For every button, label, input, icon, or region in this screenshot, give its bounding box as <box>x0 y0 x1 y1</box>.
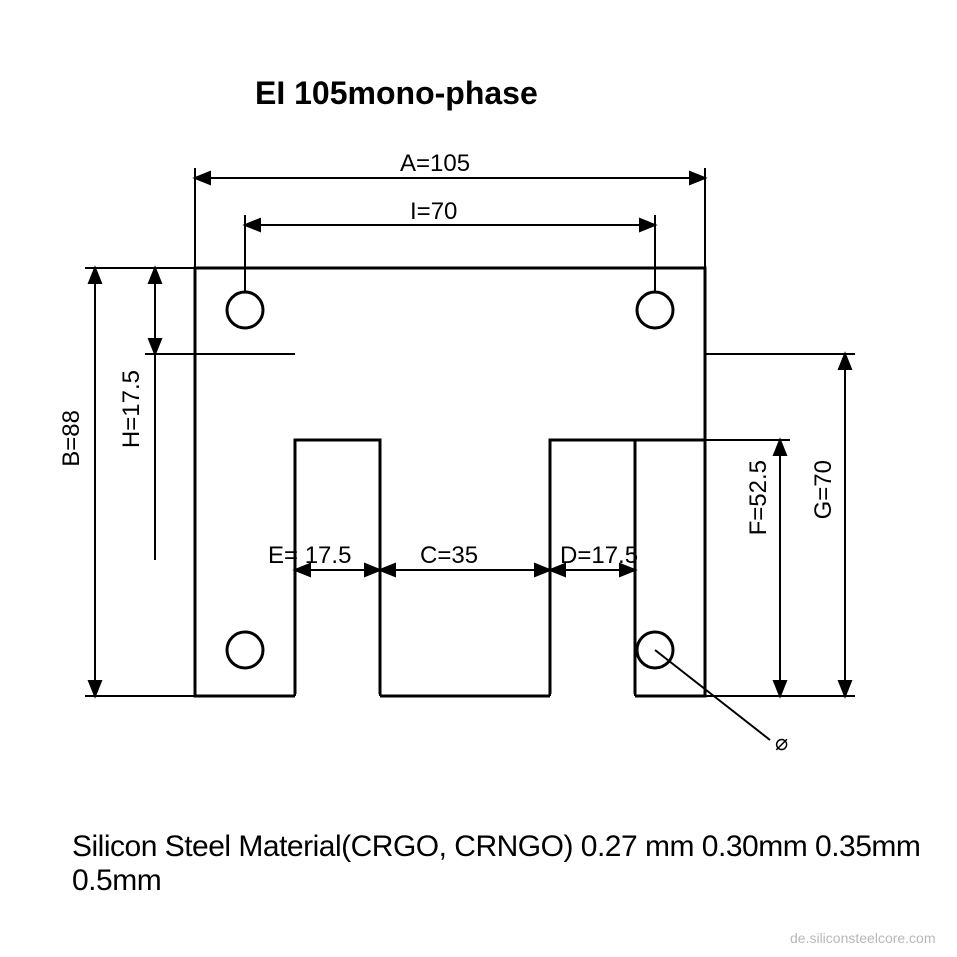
label-I: I=70 <box>410 198 457 226</box>
watermark: de.siliconsteelcore.com <box>790 930 936 946</box>
dim-B <box>85 268 195 696</box>
core-outline <box>195 268 705 696</box>
label-G: G=70 <box>810 460 838 519</box>
label-F: F=52.5 <box>745 460 773 535</box>
material-spec: Silicon Steel Material(CRGO, CRNGO) 0.27… <box>72 830 957 898</box>
label-C: C=35 <box>420 542 478 570</box>
dim-H <box>145 268 295 560</box>
label-D: D=17.5 <box>560 542 638 570</box>
label-H: H=17.5 <box>118 370 146 448</box>
material-text: Silicon Steel Material(CRGO, CRNGO) 0.27… <box>72 830 920 897</box>
dim-I <box>245 215 655 292</box>
label-B: B=88 <box>58 410 86 467</box>
label-E: E= 17.5 <box>268 542 351 570</box>
hole-diameter-leader: ⌀ <box>655 650 788 755</box>
label-A: A=105 <box>400 150 470 178</box>
watermark-text: de.siliconsteelcore.com <box>790 930 936 946</box>
svg-text:⌀: ⌀ <box>775 730 788 755</box>
